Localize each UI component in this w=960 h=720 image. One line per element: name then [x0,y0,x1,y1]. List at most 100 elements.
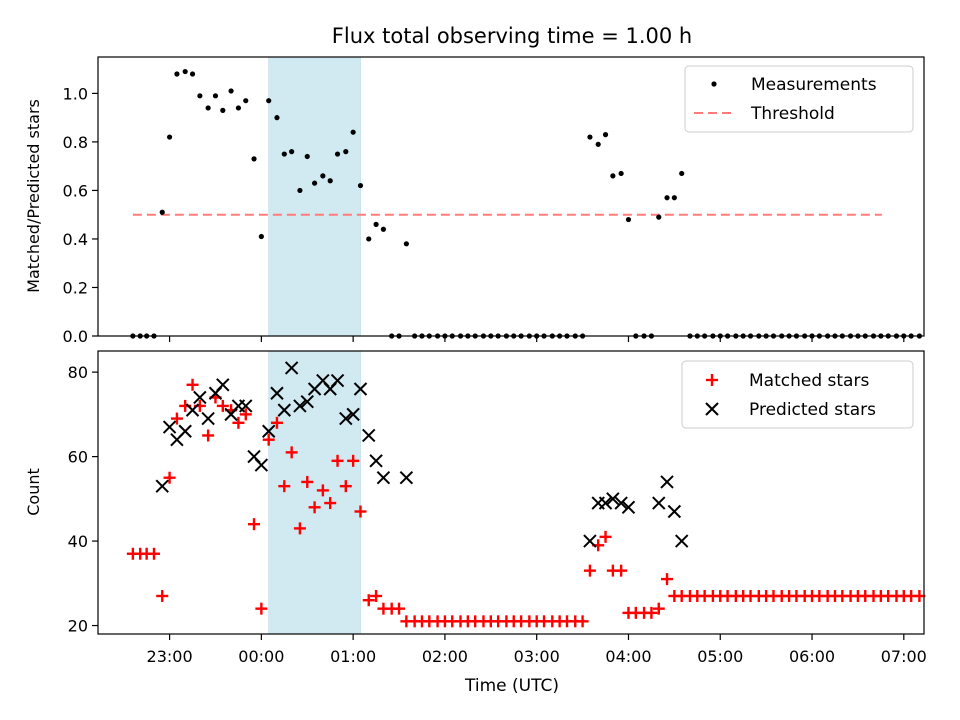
measurement-point [587,134,593,140]
predicted-star-point [339,411,353,426]
predicted-star-point [614,496,628,510]
predicted-star-point [652,496,666,510]
matched-star-point [583,564,596,577]
predicted-star-point [667,504,682,519]
predicted-star-point [621,500,636,514]
measurement-point [311,180,318,186]
matched-star-point [308,501,321,514]
top-measurement-points [130,68,923,339]
measurement-point [251,156,257,162]
predicted-star-point [201,411,215,426]
predicted-star-point [300,394,314,409]
matched-star-point [331,454,344,467]
predicted-star-point [353,382,368,396]
measurement-point [289,149,295,155]
measurement-point [679,170,685,177]
legend-measurements-label: Measurements [751,75,877,95]
matched-star-point [576,615,589,628]
measurement-point [366,236,372,242]
matched-star-point [239,408,252,421]
xtick-label: 02:00 [422,647,468,666]
legend-predicted-label: Predicted stars [749,400,876,420]
measurement-point [403,241,409,247]
measurement-point [656,214,662,220]
matched-star-point [599,530,612,543]
xtick-label: 01:00 [330,647,376,666]
measurement-point [266,98,272,104]
bottom-y-axis: 20 40 60 80 [68,363,98,636]
predicted-star-point [583,534,597,548]
measurement-point [174,71,180,77]
top-legend-box [684,65,914,133]
predicted-star-point [346,407,360,422]
predicted-star-point [277,403,292,417]
matched-star-point [262,433,275,446]
matched-star-point [301,475,314,488]
xtick-label: 05:00 [697,647,743,666]
matched-star-point [186,378,199,391]
predicted-star-point [362,428,376,443]
matched-stars-points [126,378,926,628]
predicted-star-point [284,361,299,375]
bottom-ytick-label: 40 [68,532,88,551]
bottom-shaded-span [268,350,361,635]
predicted-star-point [239,399,253,413]
bottom-panel: 20 40 60 80 23:00 00:00 01:00 02:00 03:00 04:00 0… [24,350,927,696]
measurement-point [159,209,165,215]
measurement-point [625,216,632,223]
predicted-star-point [674,534,689,548]
measurement-point [297,187,303,194]
top-ytick-label: 0.2 [63,278,88,297]
predicted-star-point [369,454,383,468]
predicted-star-point [598,496,613,510]
measurement-point [274,115,280,121]
predicted-star-point [660,475,674,489]
matched-star-point [316,484,329,497]
legend-matched-marker [706,374,718,386]
matched-star-point [324,497,337,510]
top-panel: 0.0 0.2 0.4 0.6 0.8 1.0 Matched/Predicted sta… [24,56,925,346]
matched-star-point [163,471,176,484]
legend-predicted-marker [705,402,719,416]
legend-threshold-label: Threshold [750,104,835,124]
measurement-point [334,151,341,157]
measurement-point [610,173,616,179]
measurement-point [197,93,203,99]
measurement-point [189,71,196,77]
measurement-point [243,98,249,104]
matched-star-point [652,602,665,615]
predicted-star-point [178,424,192,438]
xtick-label: 04:00 [605,647,651,666]
measurement-point [258,233,264,240]
xtick-label: 00:00 [238,647,284,666]
top-y-axis: 0.0 0.2 0.4 0.6 0.8 1.0 [63,84,98,346]
measurement-point [166,134,173,140]
matched-star-point [615,564,628,577]
predicted-star-point [376,471,391,485]
measurement-point [380,226,387,232]
predicted-star-point [606,492,620,506]
matched-star-point [232,416,245,429]
measurement-point [212,93,219,99]
matched-star-point [661,573,674,586]
bottom-plot-frame [97,350,925,635]
top-shaded-span [268,56,361,337]
measurement-point [671,195,677,201]
measurement-point [220,107,226,113]
matched-star-point [339,480,352,493]
measurement-point [320,173,326,179]
measurement-point [373,221,379,227]
matched-star-point [293,522,306,535]
measurement-point [205,105,211,111]
bottom-x-axis: 23:00 00:00 01:00 02:00 03:00 04:00 05:00 06:00… [147,634,927,666]
bottom-ylabel: Count [24,468,43,516]
predicted-star-point [399,471,414,485]
matched-star-point [147,547,160,560]
measurement-point [618,170,624,177]
top-ytick-label: 0.4 [63,230,88,249]
top-ytick-label: 0.0 [63,327,88,346]
predicted-star-point [261,424,276,438]
xtick-label: 03:00 [514,647,560,666]
measurement-point [343,149,349,155]
